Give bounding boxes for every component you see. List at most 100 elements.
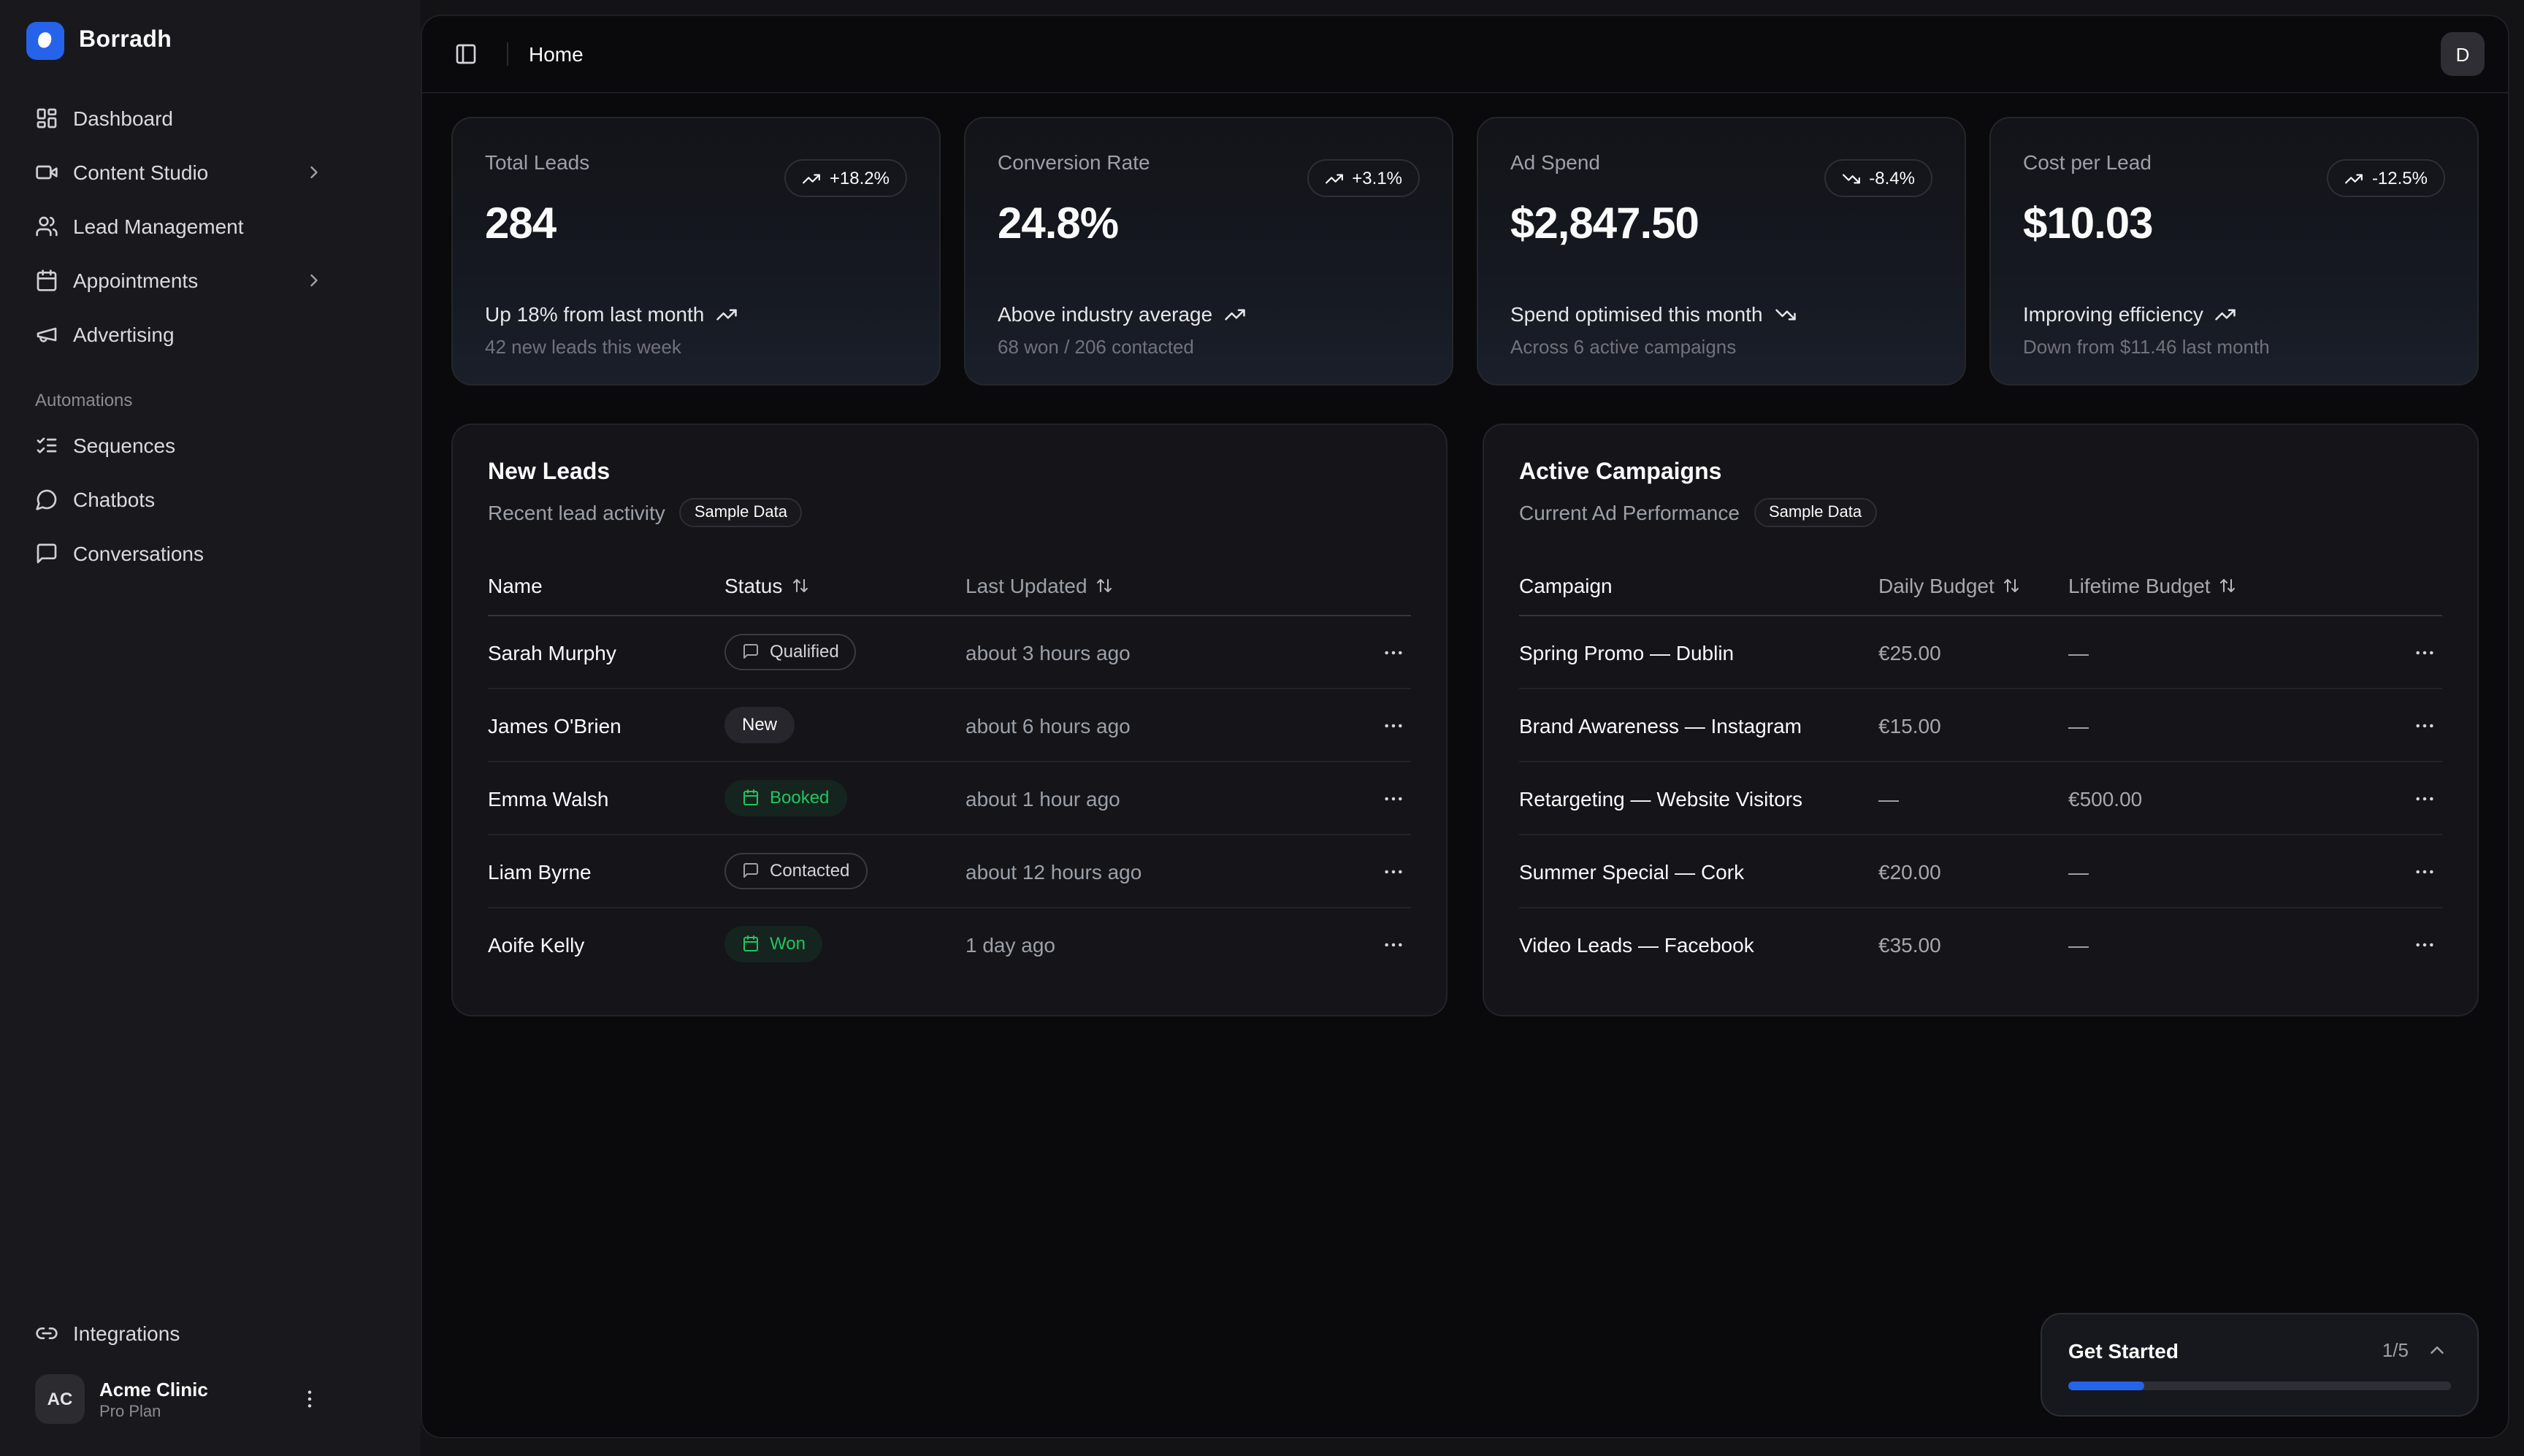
table-row: Emma Walsh Booked about 1 hour ago bbox=[488, 762, 1411, 835]
lead-updated: 1 day ago bbox=[965, 932, 1055, 956]
campaign-lifetime-budget: — bbox=[2068, 713, 2089, 737]
stat-change: +3.1% bbox=[1352, 168, 1402, 188]
dashboard-icon bbox=[37, 108, 57, 129]
stat-label: Ad Spend bbox=[1510, 150, 1600, 174]
stat-label: Cost per Lead bbox=[2023, 150, 2152, 174]
sidebar-item-content-studio[interactable]: Content Studio bbox=[20, 149, 400, 196]
row-actions-button[interactable] bbox=[2407, 635, 2442, 670]
sidebar-toggle-button[interactable] bbox=[445, 34, 486, 74]
sidebar-item-advertising[interactable]: Advertising bbox=[20, 311, 400, 358]
active-campaigns-panel: Active Campaigns Current Ad Performance … bbox=[1483, 424, 2479, 1016]
stat-footer-sub: 42 new leads this week bbox=[485, 336, 681, 358]
trend-badge: +3.1% bbox=[1307, 159, 1420, 197]
sidebar-item-label: Appointments bbox=[73, 269, 199, 292]
sidebar-item-label: Lead Management bbox=[73, 215, 244, 238]
sidebar-nav-main: Dashboard Content Studio Lead Management… bbox=[0, 74, 421, 358]
sidebar-footer: Integrations AC Acme Clinic Pro Plan bbox=[0, 1310, 421, 1456]
sidebar-item-integrations[interactable]: Integrations bbox=[20, 1310, 400, 1357]
sidebar-item-appointments[interactable]: Appointments bbox=[20, 257, 400, 304]
sidebar-item-chatbots[interactable]: Chatbots bbox=[20, 476, 400, 523]
content-area: Total Leads +18.2% 284 Up 18% from last … bbox=[422, 93, 2508, 1437]
stat-card-cost-per-lead: Cost per Lead -12.5% $10.03 Improving ef… bbox=[1989, 117, 2479, 386]
row-actions-button[interactable] bbox=[2407, 708, 2442, 743]
trending-down-icon bbox=[1775, 308, 1796, 320]
panel-subtitle: Current Ad Performance bbox=[1519, 501, 1740, 524]
lead-updated: about 3 hours ago bbox=[965, 640, 1131, 664]
column-header-lifetime-budget[interactable]: Lifetime Budget bbox=[2068, 574, 2401, 597]
row-actions-button[interactable] bbox=[2407, 781, 2442, 816]
topbar: Home D bbox=[422, 16, 2508, 93]
user-avatar[interactable]: D bbox=[2441, 32, 2485, 76]
campaign-name: Summer Special — Cork bbox=[1519, 859, 1745, 883]
sidebar-item-label: Integrations bbox=[73, 1322, 180, 1345]
sample-data-badge: Sample Data bbox=[1754, 498, 1877, 527]
lead-name: Emma Walsh bbox=[488, 786, 609, 810]
status-badge: Won bbox=[724, 926, 823, 962]
users-icon bbox=[36, 216, 58, 237]
sidebar-section-automations: Automations bbox=[35, 390, 133, 410]
sidebar-item-conversations[interactable]: Conversations bbox=[20, 530, 400, 577]
video-icon bbox=[36, 165, 58, 180]
stat-card-ad-spend: Ad Spend -8.4% $2,847.50 Spend optimised… bbox=[1477, 117, 1966, 386]
row-actions-button[interactable] bbox=[1376, 708, 1411, 743]
trending-up-icon bbox=[2345, 173, 2363, 183]
account-avatar: AC bbox=[35, 1374, 85, 1424]
leads-table: Name Status Last Updated bbox=[488, 574, 1411, 980]
stat-change: -12.5% bbox=[2371, 168, 2428, 188]
sidebar-item-dashboard[interactable]: Dashboard bbox=[20, 95, 400, 142]
message-square-icon bbox=[743, 863, 758, 878]
more-horizontal-icon bbox=[1385, 796, 1402, 800]
row-actions-button[interactable] bbox=[1376, 854, 1411, 889]
stat-footer-sub: Down from $11.46 last month bbox=[2023, 336, 2270, 358]
account-switcher[interactable]: AC Acme Clinic Pro Plan bbox=[20, 1357, 400, 1447]
column-header-name: Name bbox=[488, 574, 543, 597]
panel-subtitle: Recent lead activity bbox=[488, 501, 665, 524]
row-actions-button[interactable] bbox=[2407, 927, 2442, 962]
trending-up-icon bbox=[716, 308, 738, 320]
trending-down-icon bbox=[1842, 173, 1860, 183]
row-actions-button[interactable] bbox=[1376, 927, 1411, 962]
more-vertical-icon bbox=[307, 1390, 312, 1408]
column-header-daily-budget[interactable]: Daily Budget bbox=[1878, 574, 2068, 597]
table-row: Sarah Murphy Qualified about 3 hours ago bbox=[488, 616, 1411, 689]
stat-value: $10.03 bbox=[2023, 200, 2154, 248]
stat-footer-main: Up 18% from last month bbox=[485, 302, 705, 326]
row-actions-button[interactable] bbox=[1376, 635, 1411, 670]
get-started-collapse-button[interactable] bbox=[2423, 1336, 2451, 1364]
campaign-lifetime-budget: — bbox=[2068, 859, 2089, 883]
trend-badge: -8.4% bbox=[1824, 159, 1932, 197]
status-badge: Contacted bbox=[724, 853, 868, 889]
column-header-status[interactable]: Status bbox=[724, 574, 965, 597]
campaign-daily-budget: €20.00 bbox=[1878, 859, 1941, 883]
stat-footer-sub: 68 won / 206 contacted bbox=[998, 336, 1194, 358]
sort-icon bbox=[2004, 579, 2019, 592]
campaign-name: Retargeting — Website Visitors bbox=[1519, 786, 1803, 810]
page-title: Home bbox=[529, 42, 584, 66]
row-actions-button[interactable] bbox=[1376, 781, 1411, 816]
more-horizontal-icon bbox=[2416, 650, 2433, 654]
sidebar-item-lead-management[interactable]: Lead Management bbox=[20, 203, 400, 250]
column-header-last-updated[interactable]: Last Updated bbox=[965, 574, 1370, 597]
panel-title: New Leads bbox=[488, 460, 611, 485]
status-badge: New bbox=[724, 707, 795, 743]
panel-title: Active Campaigns bbox=[1519, 460, 1722, 485]
tables-grid: New Leads Recent lead activity Sample Da… bbox=[451, 424, 2479, 1016]
sidebar-item-sequences[interactable]: Sequences bbox=[20, 422, 400, 469]
message-square-icon bbox=[743, 644, 758, 659]
campaign-daily-budget: €15.00 bbox=[1878, 713, 1941, 737]
row-actions-button[interactable] bbox=[2407, 854, 2442, 889]
sidebar: Borradh Dashboard Content Studio Lead Ma… bbox=[0, 0, 421, 1456]
calendar-icon bbox=[743, 789, 758, 806]
get-started-widget: Get Started 1/5 bbox=[2041, 1313, 2479, 1417]
new-leads-panel: New Leads Recent lead activity Sample Da… bbox=[451, 424, 1448, 1016]
chevron-right-icon bbox=[310, 166, 318, 179]
sort-icon bbox=[2220, 579, 2236, 592]
campaign-name: Video Leads — Facebook bbox=[1519, 932, 1754, 956]
sidebar-spacer bbox=[0, 577, 421, 1310]
campaign-lifetime-budget: — bbox=[2068, 932, 2089, 956]
sidebar-nav-automations: Sequences Chatbots Conversations bbox=[0, 419, 421, 577]
account-menu-button[interactable] bbox=[292, 1382, 327, 1417]
list-checks-icon bbox=[37, 437, 57, 453]
stats-grid: Total Leads +18.2% 284 Up 18% from last … bbox=[451, 117, 2479, 386]
